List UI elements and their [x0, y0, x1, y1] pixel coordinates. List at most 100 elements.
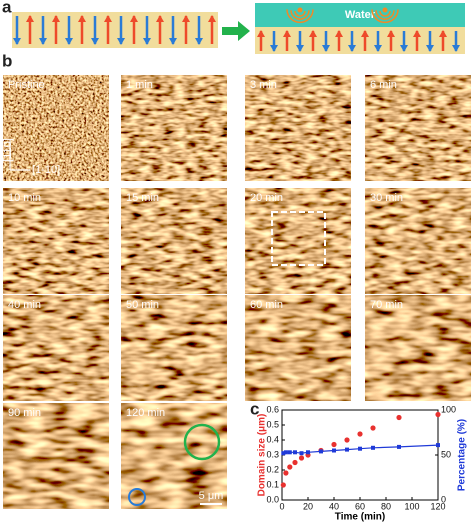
- point: [287, 450, 292, 455]
- arrow-head: [348, 45, 356, 52]
- point: [344, 437, 350, 443]
- afm-image: [365, 188, 471, 294]
- y-tick-label: 0.6: [266, 404, 279, 414]
- roi-circle: [128, 488, 146, 506]
- panel-label: c: [250, 399, 259, 418]
- y-tick-label: 0.5: [266, 419, 279, 429]
- water-layer: [255, 3, 465, 27]
- point: [306, 450, 310, 455]
- afm-image: [3, 295, 109, 401]
- plot-frame: [281, 409, 439, 501]
- afm-image: [121, 188, 227, 294]
- arrow-head: [439, 30, 447, 37]
- water-label: Water: [345, 9, 376, 21]
- x-tick-label: 40: [329, 501, 339, 511]
- roi-circle: [183, 423, 221, 461]
- x-tick-label: 60: [355, 501, 365, 511]
- point: [357, 431, 363, 437]
- wave-icon: [375, 10, 395, 20]
- y2-tick-label: 0: [441, 494, 446, 504]
- afm-image: [245, 188, 351, 294]
- wave-icon: [294, 10, 306, 17]
- arrow-head: [374, 45, 382, 52]
- process-arrow: [222, 21, 250, 41]
- arrow-head: [78, 15, 86, 22]
- afm-image: [3, 403, 109, 509]
- arrow-head: [426, 45, 434, 52]
- panel-label: a: [2, 0, 12, 16]
- point: [436, 443, 440, 448]
- image-label: 10 min: [8, 192, 41, 204]
- image-label: 30 min: [370, 192, 403, 204]
- image-label: Pristine: [8, 79, 45, 91]
- x-tick-label: 20: [303, 501, 313, 511]
- arrow-head: [91, 38, 99, 45]
- x-tick-label: 100: [404, 501, 419, 511]
- arrow-head: [270, 45, 278, 52]
- point: [396, 414, 402, 421]
- afm-image: [245, 295, 351, 401]
- arrow-head: [13, 38, 21, 45]
- point: [292, 459, 298, 466]
- image-label: 50 min: [126, 299, 159, 311]
- wave-icon: [297, 7, 303, 13]
- wave-icon: [382, 7, 388, 13]
- y-tick-label: 0.0: [266, 494, 279, 504]
- afm-image: [121, 295, 227, 401]
- arrow-head: [283, 30, 291, 37]
- arrow-head: [117, 38, 125, 45]
- image-label: 3 min: [250, 79, 277, 91]
- arrow-head: [296, 45, 304, 52]
- wave-icon: [371, 9, 399, 24]
- afm-image: [121, 75, 227, 181]
- wave-icon: [286, 9, 314, 24]
- arrow-head: [143, 38, 151, 45]
- y-tick-label: 0.3: [266, 449, 279, 459]
- scale-bar-label: 5 μm: [199, 490, 224, 502]
- axis-indicator-label: [1-10]: [32, 164, 60, 176]
- arrow-head: [65, 38, 73, 45]
- arrow-head: [257, 30, 265, 37]
- point: [319, 449, 323, 454]
- point: [332, 448, 336, 453]
- y2-tick-label: 100: [441, 404, 456, 414]
- y2-tick-label: 50: [441, 449, 451, 459]
- arrow-head: [413, 30, 421, 37]
- x-axis-title: Time (min): [335, 512, 385, 523]
- image-label: 15 min: [126, 192, 159, 204]
- arrow-head: [452, 45, 460, 52]
- image-label: 90 min: [8, 407, 41, 419]
- y-tick-label: 0.4: [266, 434, 279, 444]
- panel-label: b: [2, 51, 12, 70]
- point: [371, 445, 375, 450]
- arrow-head: [322, 45, 330, 52]
- y-tick-label: 0.1: [266, 479, 279, 489]
- afm-image: [3, 75, 109, 181]
- point: [435, 411, 441, 418]
- arrow-head: [387, 30, 395, 37]
- image-label: 40 min: [8, 299, 41, 311]
- point: [293, 450, 297, 455]
- arrow-head: [39, 38, 47, 45]
- image-label: 120 min: [126, 407, 165, 419]
- y2-axis-title: Percentage (%): [457, 419, 468, 491]
- arrow-head: [400, 45, 408, 52]
- point: [299, 451, 304, 456]
- afm-image: [365, 75, 471, 181]
- arrow-head: [130, 15, 138, 22]
- axis-indicator-label: [110]: [2, 138, 14, 162]
- afm-image: [245, 75, 351, 181]
- point: [345, 447, 349, 452]
- x-tick-label: 80: [381, 501, 391, 511]
- x-tick-label: 120: [430, 501, 445, 511]
- y-tick-label: 0.2: [266, 464, 279, 474]
- roi-box: [271, 211, 326, 266]
- wave-icon: [290, 10, 310, 20]
- point: [281, 451, 286, 456]
- point: [358, 446, 362, 451]
- arrow-head: [208, 15, 216, 22]
- point: [397, 444, 401, 449]
- point: [298, 455, 305, 461]
- arrow-head: [104, 15, 112, 22]
